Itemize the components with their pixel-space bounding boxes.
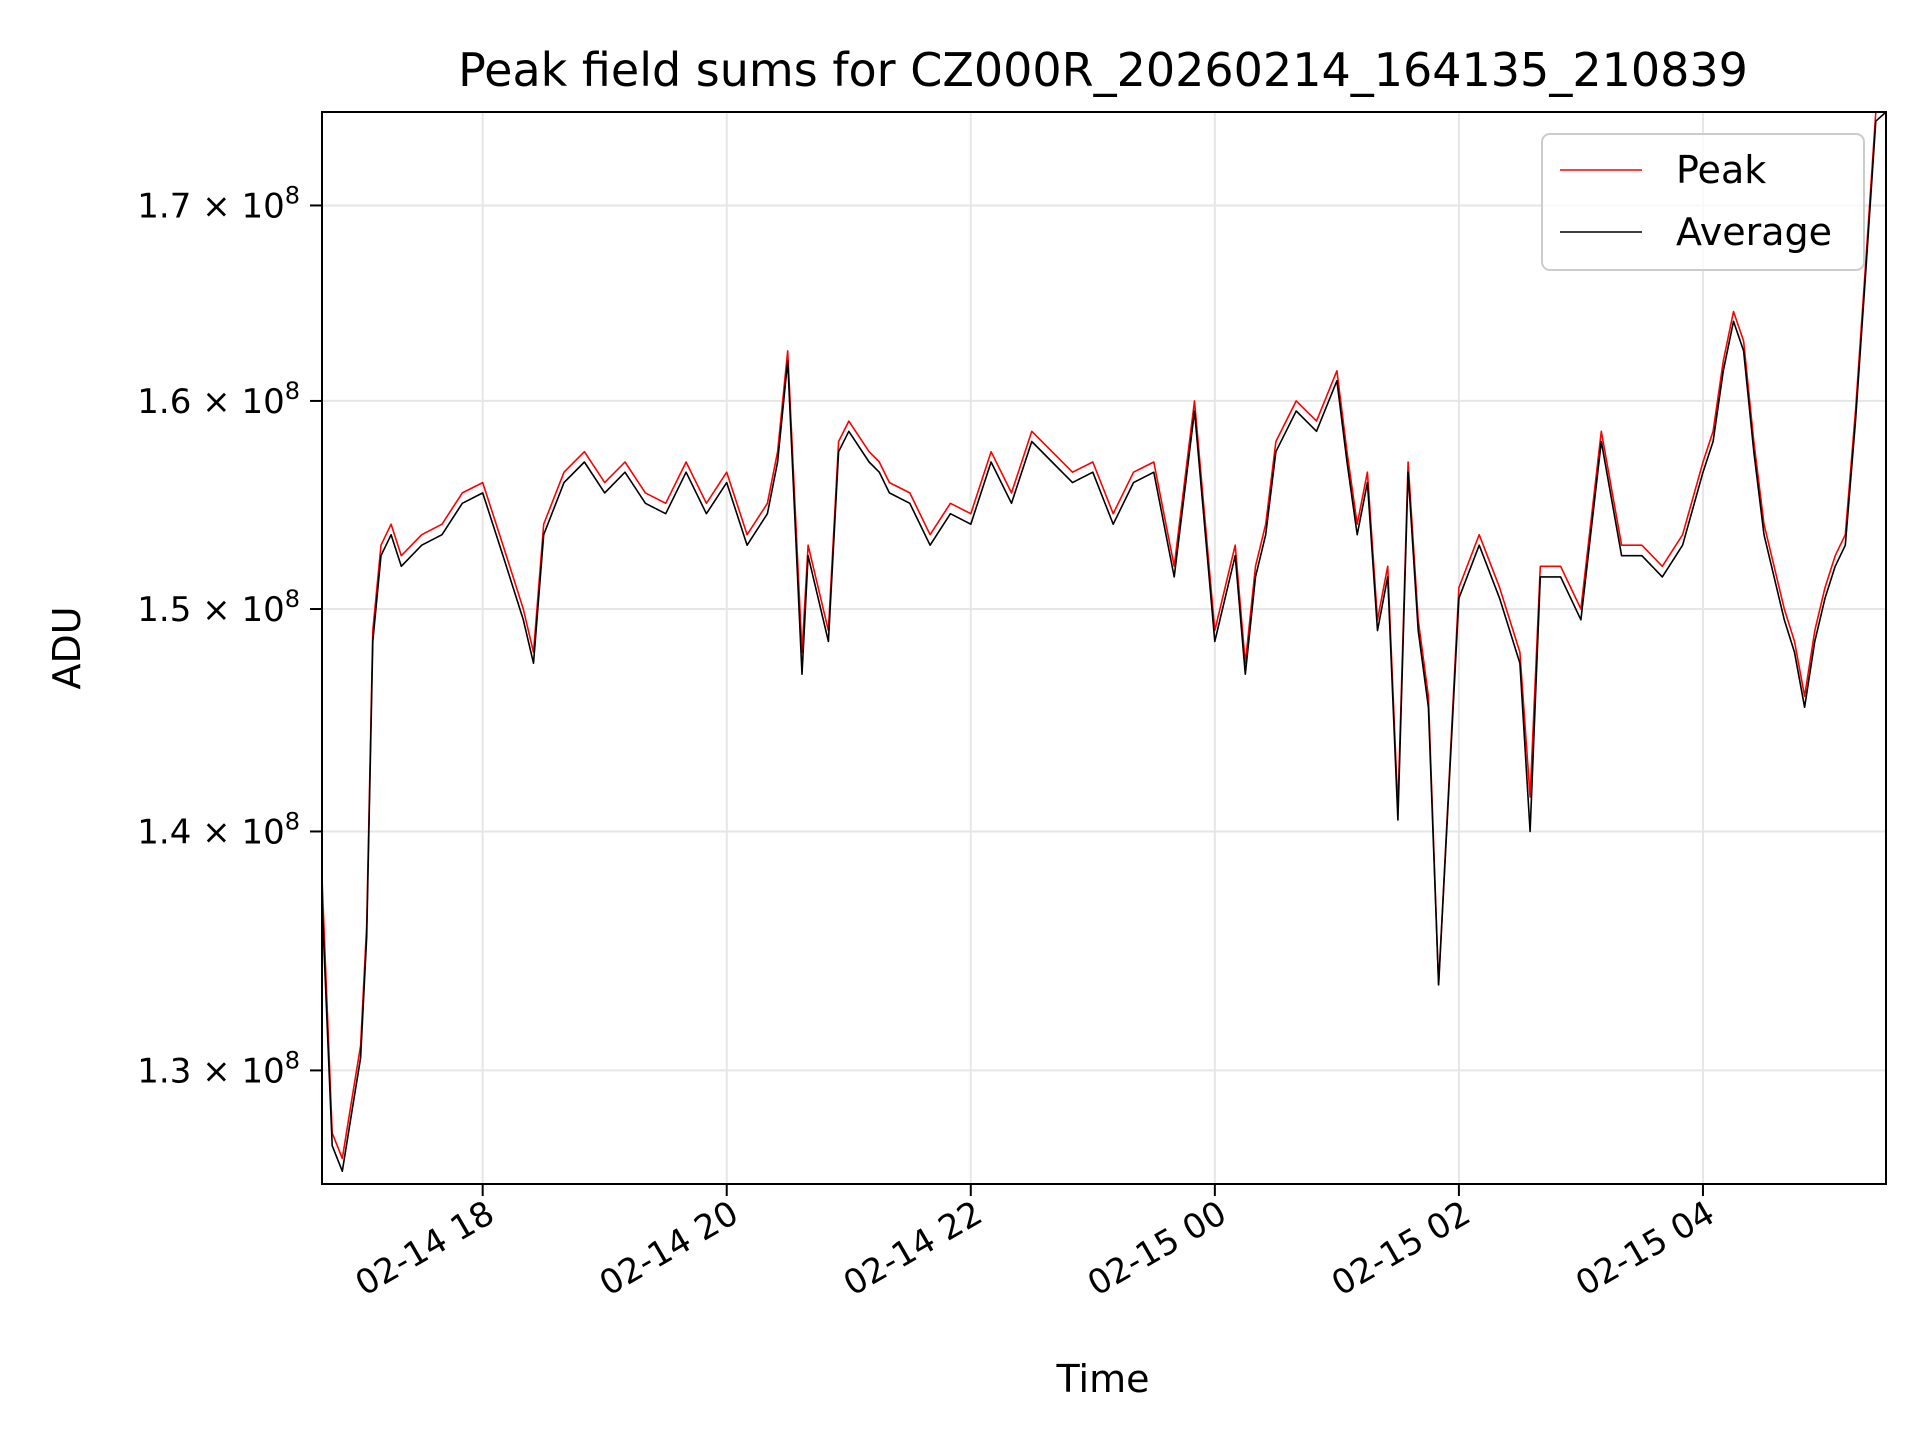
y-axis-label: ADU bbox=[45, 606, 89, 689]
y-tick-label: 1.7 × 108 bbox=[137, 181, 300, 226]
legend-label-peak: Peak bbox=[1676, 148, 1766, 192]
plot-frame bbox=[321, 111, 1887, 1185]
y-tick-label: 1.3 × 108 bbox=[137, 1046, 300, 1091]
x-axis-label: Time bbox=[1056, 1357, 1150, 1401]
legend-label-average: Average bbox=[1676, 210, 1832, 254]
y-tick-label: 1.5 × 108 bbox=[137, 585, 300, 630]
series-line-average bbox=[322, 112, 1886, 1172]
y-axis: 1.3 × 108 1.4 × 108 1.5 × 108 1.6 × 108 1.7 … bbox=[137, 181, 322, 1091]
series-layer bbox=[322, 112, 1886, 1172]
series-line-peak bbox=[322, 112, 1886, 1160]
legend-box bbox=[1541, 133, 1865, 271]
y-tick-label: 1.6 × 108 bbox=[137, 377, 300, 422]
legend: Peak Average bbox=[1541, 133, 1865, 271]
chart-title: Peak field sums for CZ000R_20260214_1641… bbox=[458, 43, 1748, 97]
y-tick-label: 1.4 × 108 bbox=[137, 807, 300, 852]
